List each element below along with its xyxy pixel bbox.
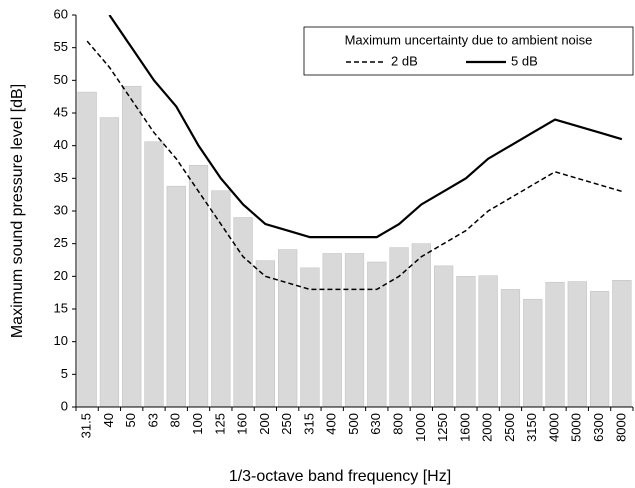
bar (77, 91, 97, 408)
bar (344, 253, 365, 408)
y-axis-label: Maximum sound pressure level [dB] (9, 84, 26, 338)
y-tick-label: 40 (54, 137, 68, 152)
x-tick-label: 200 (257, 413, 272, 435)
bar (545, 281, 565, 408)
bar (233, 217, 253, 408)
y-tick-label: 35 (54, 170, 68, 185)
bar (99, 117, 120, 408)
x-tick-label: 40 (101, 413, 116, 427)
bar (456, 276, 476, 408)
line-series (86, 40, 623, 291)
x-tick-label: 80 (168, 413, 183, 427)
x-tick-label: 1250 (435, 413, 450, 442)
y-tick-label: 20 (54, 268, 68, 283)
y-tick-label: 30 (54, 202, 68, 217)
x-tick-label: 100 (190, 413, 205, 435)
bar (322, 253, 342, 408)
x-tick-label: 800 (390, 413, 405, 435)
y-tick-label: 0 (61, 398, 68, 413)
legend-label: 5 dB (511, 53, 538, 68)
bar (434, 265, 454, 408)
x-tick-label: 31.5 (79, 413, 94, 438)
bar (612, 280, 632, 408)
bar (367, 261, 387, 408)
legend-label: 2 dB (391, 53, 418, 68)
lines (86, 15, 623, 291)
x-tick-label: 1000 (413, 413, 428, 442)
bar (166, 185, 186, 408)
x-axis-label: 1/3-octave band frequency [Hz] (229, 468, 451, 485)
y-tick-label: 10 (54, 333, 68, 348)
x-tick-label: 8000 (613, 413, 628, 442)
x-tick-label: 63 (145, 413, 160, 427)
y-tick-label: 60 (54, 6, 68, 21)
bar (300, 267, 320, 408)
x-tick-label: 125 (212, 413, 227, 435)
x-tick-label: 5000 (569, 413, 584, 442)
bar (255, 260, 275, 408)
bar (523, 298, 543, 408)
x-tick-label: 2000 (480, 413, 495, 442)
y-tick-label: 50 (54, 72, 68, 87)
bar (188, 165, 209, 408)
x-tick-label: 2500 (502, 413, 517, 442)
bar (500, 289, 521, 408)
y-tick-label: 25 (54, 235, 68, 250)
x-tick-label: 3150 (524, 413, 539, 442)
x-tick-label: 250 (279, 413, 294, 435)
y-tick-label: 45 (54, 104, 68, 119)
bar (589, 291, 610, 408)
x-tick-label: 630 (368, 413, 383, 435)
bar (122, 85, 142, 408)
bar (567, 281, 587, 408)
line-series (108, 15, 623, 239)
y-tick-label: 15 (54, 300, 68, 315)
legend-title: Maximum uncertainty due to ambient noise (345, 32, 593, 47)
bar (278, 249, 298, 408)
bar (144, 141, 164, 408)
x-tick-label: 6300 (591, 413, 606, 442)
y-tick-label: 5 (61, 366, 68, 381)
bar (411, 243, 431, 408)
x-tick-label: 400 (324, 413, 339, 435)
y-tick-label: 55 (54, 39, 68, 54)
x-tick-label: 315 (301, 413, 316, 435)
legend-box (303, 26, 634, 76)
bar (478, 275, 498, 408)
x-tick-label: 50 (123, 413, 138, 427)
x-tick-label: 4000 (546, 413, 561, 442)
x-tick-label: 500 (346, 413, 361, 435)
x-tick-label: 160 (235, 413, 250, 435)
x-tick-label: 1600 (457, 413, 472, 442)
